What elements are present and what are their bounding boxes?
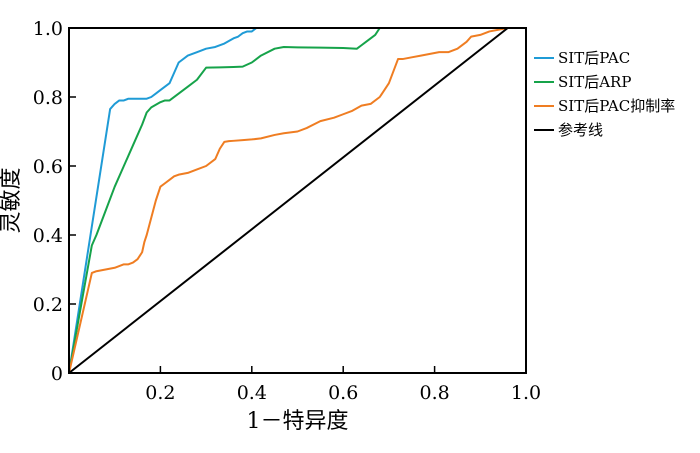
x-tick-label: 1.0 [511, 382, 541, 404]
x-tick-label: 0.2 [145, 382, 175, 404]
series-line-0 [68, 27, 508, 374]
y-tick-label: 1.0 [33, 18, 63, 40]
x-tick-label: 0.4 [237, 382, 267, 404]
legend-label-3: 参考线 [558, 121, 603, 139]
y-tick-label: 0.2 [33, 294, 63, 316]
series-line-3 [68, 27, 509, 374]
y-tick-label: 0.8 [33, 87, 63, 109]
y-tick-label: 0.4 [33, 225, 63, 247]
series-line-1 [68, 27, 508, 374]
series-line-2 [68, 27, 508, 374]
series-layer [68, 27, 509, 374]
ticks-layer: 0 0.2 0.4 0.6 0.8 1.0 0.2 0.4 0.6 0.8 1.0 [33, 18, 541, 404]
legend-label-0: SIT后PAC [558, 49, 630, 67]
y-tick-label: 0 [51, 363, 63, 385]
plot-frame [68, 27, 527, 374]
x-axis-label: 1－特异度 [247, 409, 349, 434]
y-tick-label: 0.6 [33, 156, 63, 178]
legend-label-1: SIT后ARP [558, 73, 631, 91]
x-tick-label: 0.8 [419, 382, 449, 404]
y-axis-label: 灵敏度 [0, 167, 24, 233]
legend-label-2: SIT后PAC抑制率 [558, 97, 675, 115]
x-tick-label: 0.6 [328, 382, 358, 404]
